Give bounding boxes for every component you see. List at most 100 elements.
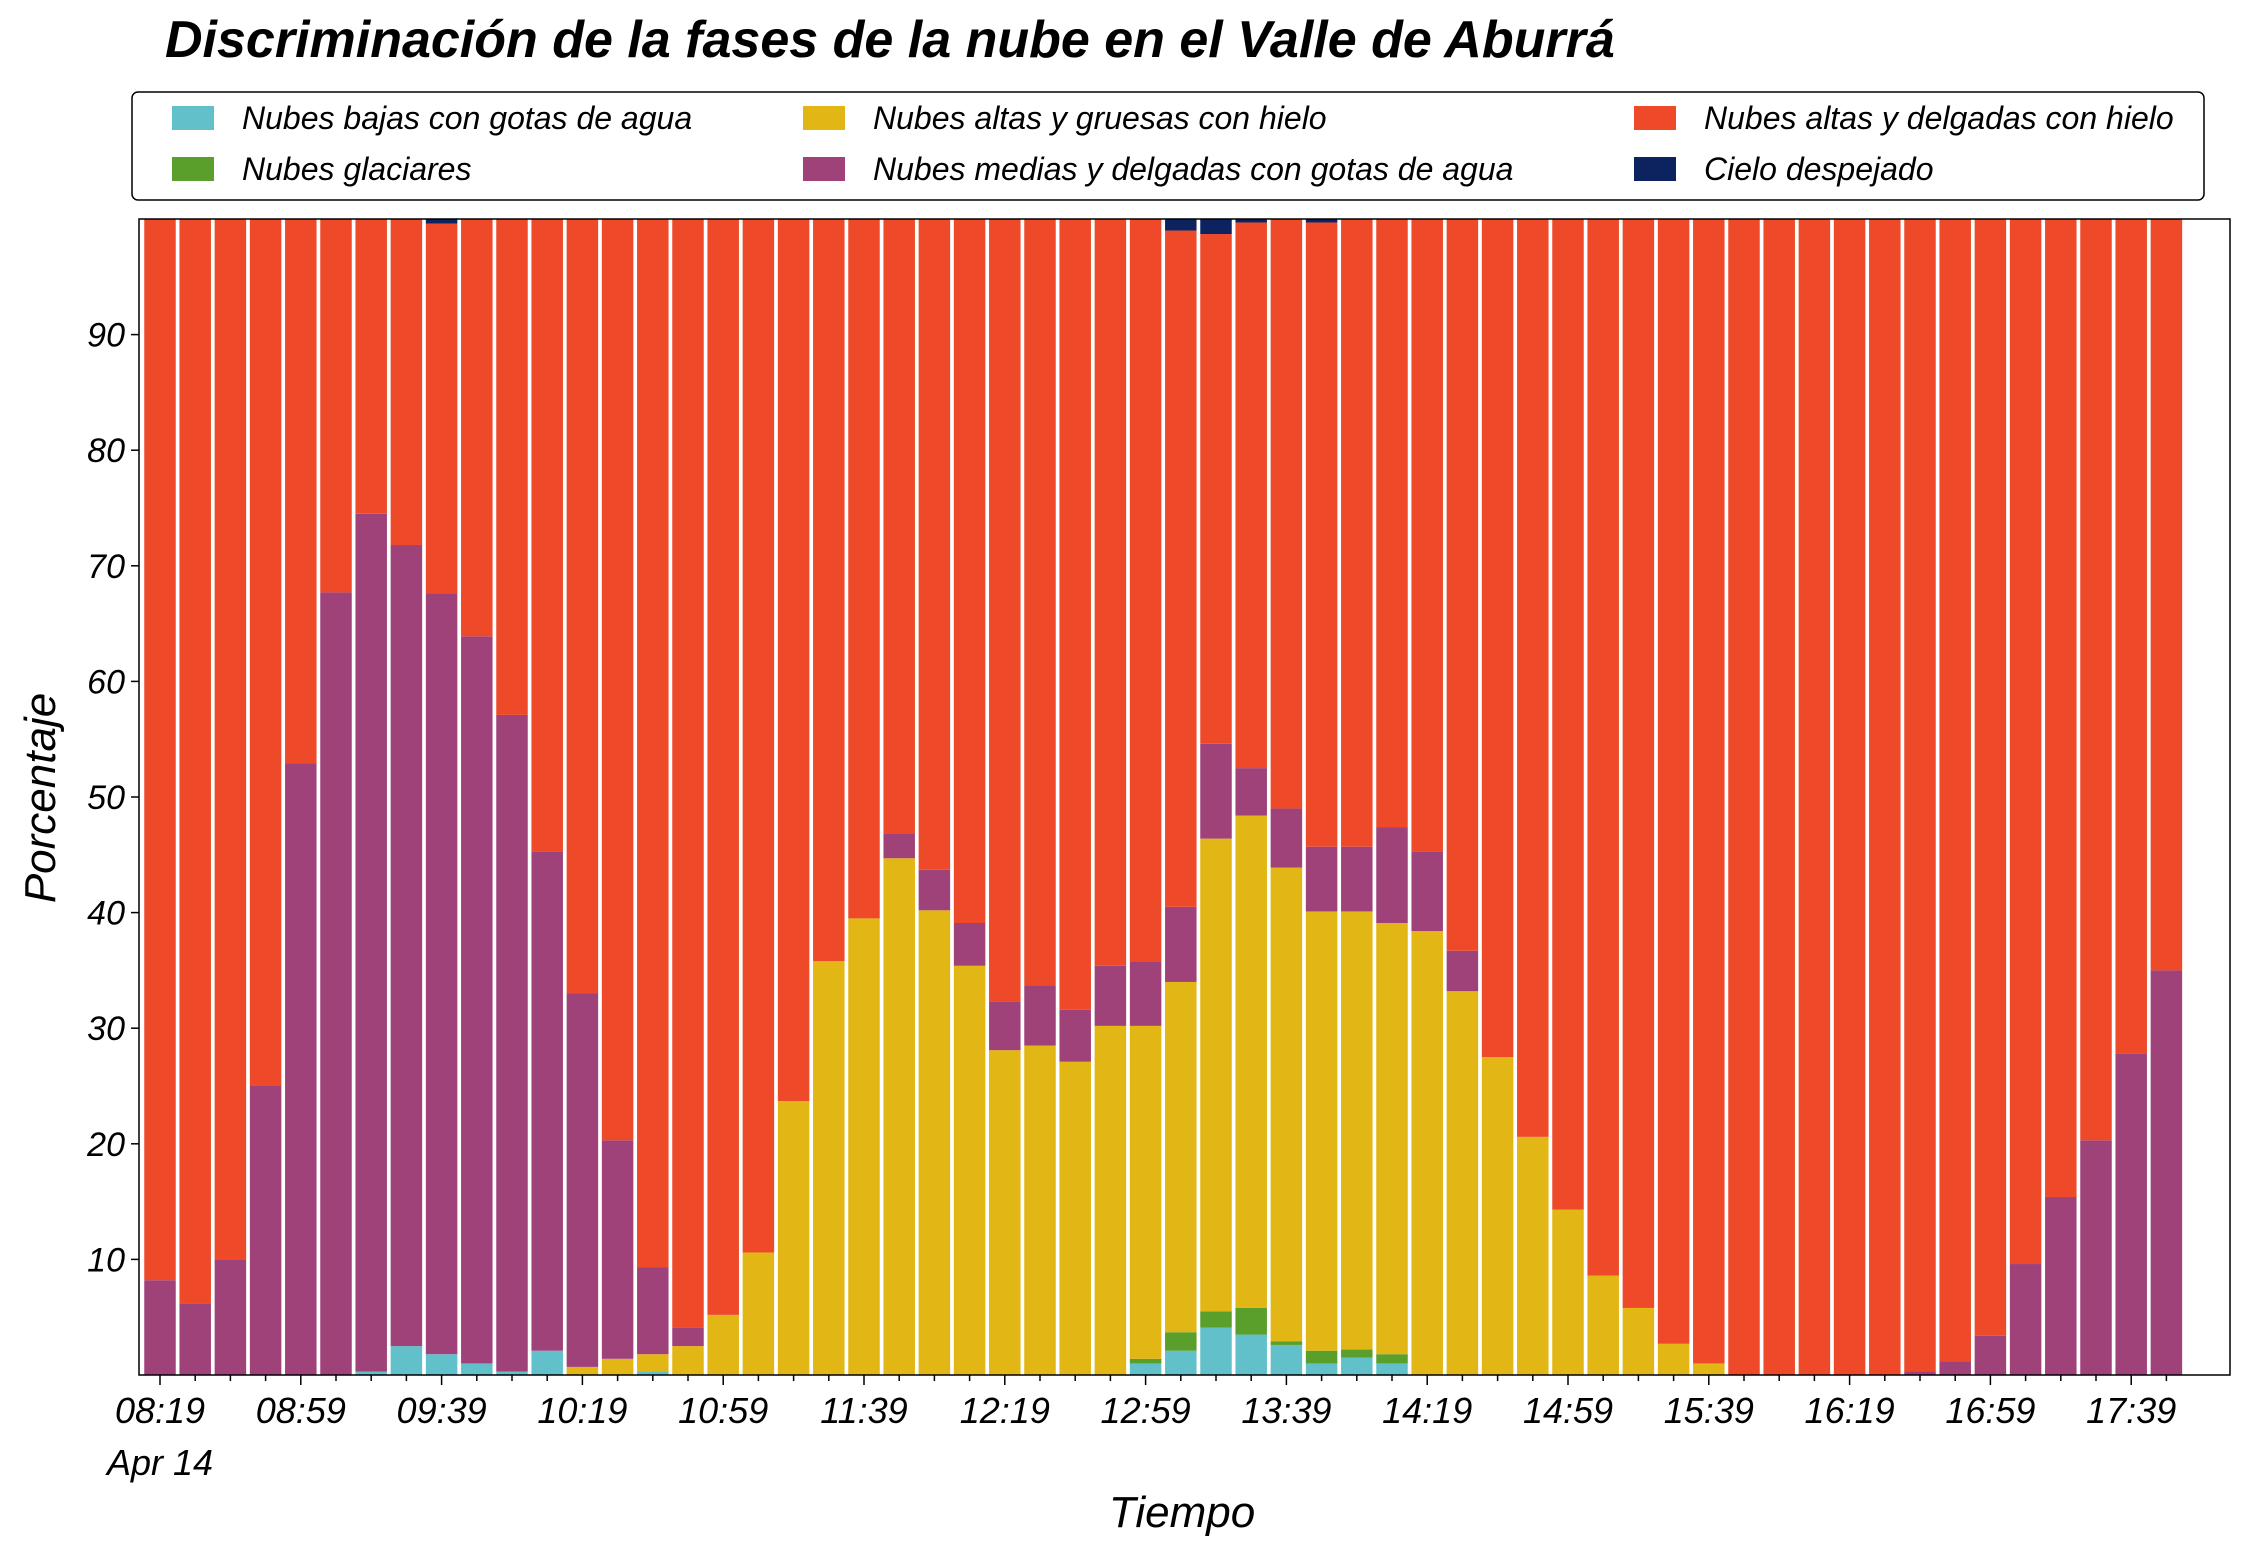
bar-segment — [918, 910, 951, 1375]
bar-segment — [1798, 219, 1831, 1375]
bar-segment — [566, 1366, 599, 1375]
bar-segment — [1270, 867, 1303, 1342]
bar-segment — [1270, 1341, 1303, 1345]
bar-segment — [777, 219, 810, 1102]
x-tick-label: 12:19 — [960, 1390, 1050, 1431]
y-axis-label: Porcentaje — [16, 693, 65, 903]
bar-segment — [813, 219, 845, 962]
bar-segment — [1552, 219, 1584, 1210]
bar-segment — [1200, 838, 1232, 1312]
bar-segment — [989, 1050, 1021, 1375]
bar-segment — [1165, 1350, 1197, 1375]
bar-segment — [1235, 219, 1267, 223]
legend-label: Nubes altas y delgadas con hielo — [1704, 100, 2174, 136]
x-tick-label: 16:19 — [1805, 1390, 1895, 1431]
bar-segment — [1446, 991, 1479, 1375]
x-tick-label: 17:39 — [2086, 1390, 2176, 1431]
bar-segment — [777, 1101, 810, 1375]
bar-segment — [707, 1314, 739, 1375]
bar-segment — [1763, 219, 1795, 1375]
bar-segment — [461, 1363, 493, 1375]
bar-segment — [1305, 219, 1338, 223]
bar-segment — [179, 219, 211, 1304]
bar-segment — [989, 219, 1021, 1002]
bar-segment — [1305, 911, 1338, 1351]
bar-segment — [496, 714, 528, 1372]
bar-segment — [1129, 1358, 1162, 1364]
bar-segment — [1939, 1361, 1971, 1375]
bar-segment — [1200, 1311, 1232, 1328]
bar-segment — [531, 851, 563, 1351]
bar-segment — [355, 219, 387, 514]
bar-segment — [1024, 219, 1056, 986]
bar-segment — [285, 219, 317, 764]
bar-segment — [707, 219, 739, 1315]
bar-segment — [637, 219, 669, 1268]
bar-segment — [1693, 219, 1725, 1364]
bar-segment — [989, 1001, 1021, 1051]
bar-segment — [848, 918, 880, 1375]
bar-segment — [1235, 222, 1267, 769]
bar-segment — [1517, 1136, 1549, 1375]
bar-segment — [496, 219, 528, 715]
bar-segment — [1024, 1045, 1056, 1375]
bar-segment — [1235, 1307, 1267, 1335]
bar-segment — [214, 219, 247, 1260]
date-label: Apr 14 — [105, 1442, 213, 1483]
bar-segment — [953, 965, 986, 1375]
x-tick-label: 12:59 — [1101, 1390, 1191, 1431]
bar-segment — [1974, 1335, 2007, 1375]
bar-segment — [2009, 1264, 2042, 1375]
bar-segment — [1129, 219, 1162, 962]
bar-segment — [1165, 219, 1197, 231]
legend-swatch — [1634, 106, 1676, 130]
bar-segment — [601, 219, 634, 1141]
legend-label: Nubes altas y gruesas con hielo — [873, 100, 1327, 136]
chart-title: Discriminación de la fases de la nube en… — [165, 11, 1615, 69]
bar-segment — [1376, 923, 1408, 1355]
bar-segment — [1587, 219, 1619, 1276]
x-tick-label: 16:59 — [1945, 1390, 2035, 1431]
y-tick-label: 90 — [87, 317, 125, 355]
bar-segment — [1024, 985, 1056, 1046]
bar-segment — [1446, 950, 1479, 992]
bar-segment — [461, 219, 493, 637]
x-tick-label: 11:39 — [820, 1390, 907, 1431]
legend-label: Cielo despejado — [1704, 151, 1934, 187]
bar-segment — [1165, 1332, 1197, 1351]
bar-segment — [214, 1259, 247, 1375]
bar-segment — [742, 219, 775, 1253]
bar-segment — [249, 1086, 282, 1375]
bar-segment — [953, 923, 986, 966]
x-tick-label: 14:19 — [1382, 1390, 1472, 1431]
bar-segment — [1305, 846, 1338, 912]
bar-segment — [1587, 1275, 1619, 1375]
bar-segment — [1728, 219, 1760, 1375]
bar-segment — [1059, 219, 1091, 1010]
plot-area — [144, 219, 2183, 1375]
bar-segment — [320, 219, 352, 593]
bar-segment — [2150, 970, 2183, 1375]
bar-segment — [1939, 219, 1971, 1362]
bar-segment — [1165, 906, 1197, 982]
bar-segment — [1411, 851, 1443, 932]
bar-segment — [566, 993, 599, 1367]
legend-swatch — [172, 157, 214, 181]
bar-segment — [953, 219, 986, 924]
bar-segment — [1552, 1209, 1584, 1375]
bar-segment — [1904, 219, 1936, 1372]
bar-segment — [2009, 219, 2042, 1265]
bar-segment — [1693, 1363, 1725, 1375]
bar-segment — [1059, 1009, 1091, 1062]
bar-segment — [285, 763, 317, 1375]
legend-swatch — [803, 157, 845, 181]
bar-segment — [390, 544, 423, 1347]
bar-segment — [1270, 1344, 1303, 1375]
bar-segment — [496, 1371, 528, 1375]
bar-segment — [1341, 219, 1373, 847]
bar-segment — [1129, 1025, 1162, 1359]
bar-segment — [144, 219, 176, 1281]
legend-box — [131, 91, 2205, 201]
bar-segment — [1200, 219, 1232, 235]
bar-segment — [566, 219, 599, 994]
